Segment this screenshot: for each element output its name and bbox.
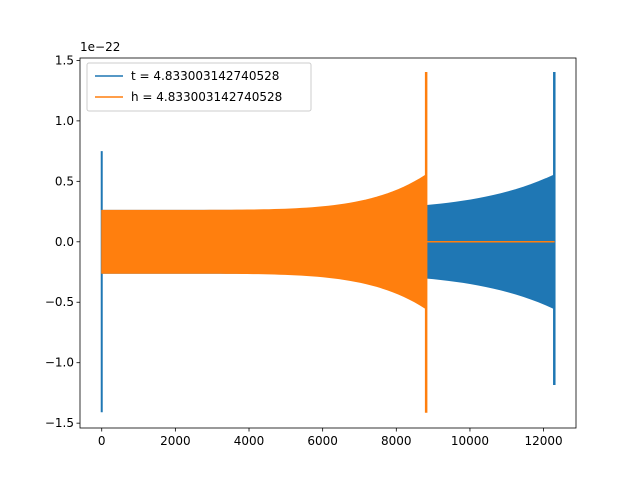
x-tick-label: 6000 [307,434,338,448]
x-tick-label: 2000 [160,434,191,448]
x-tick-label: 10000 [451,434,489,448]
y-offset-label: 1e−22 [80,40,120,54]
x-tick-label: 4000 [234,434,265,448]
y-tick-label: 1.0 [55,114,74,128]
x-tick-label: 8000 [381,434,412,448]
y-tick-label: 1.5 [55,53,74,67]
y-tick-label: 0.0 [55,235,74,249]
legend-label-h: h = 4.833003142740528 [131,90,282,104]
x-tick-label: 0 [98,434,106,448]
legend-label-t: t = 4.833003142740528 [131,69,279,83]
axes-frame [79,57,577,429]
series-band-h [101,72,428,413]
y-tick-label: −1.5 [45,416,74,430]
plot-layer [100,72,556,413]
y-tick-label: 0.5 [55,174,74,188]
x-tick-label: 12000 [525,434,563,448]
legend-box [86,62,312,112]
legend: t = 4.833003142740528 h = 4.833003142740… [86,62,312,112]
series-h [101,72,555,413]
axis-layer: 0 2000 4000 6000 8000 10000 12000 −1.5 −1.0 −0.5 0… [45,53,563,448]
y-tick-label: −0.5 [45,295,74,309]
y-tick-label: −1.0 [45,356,74,370]
